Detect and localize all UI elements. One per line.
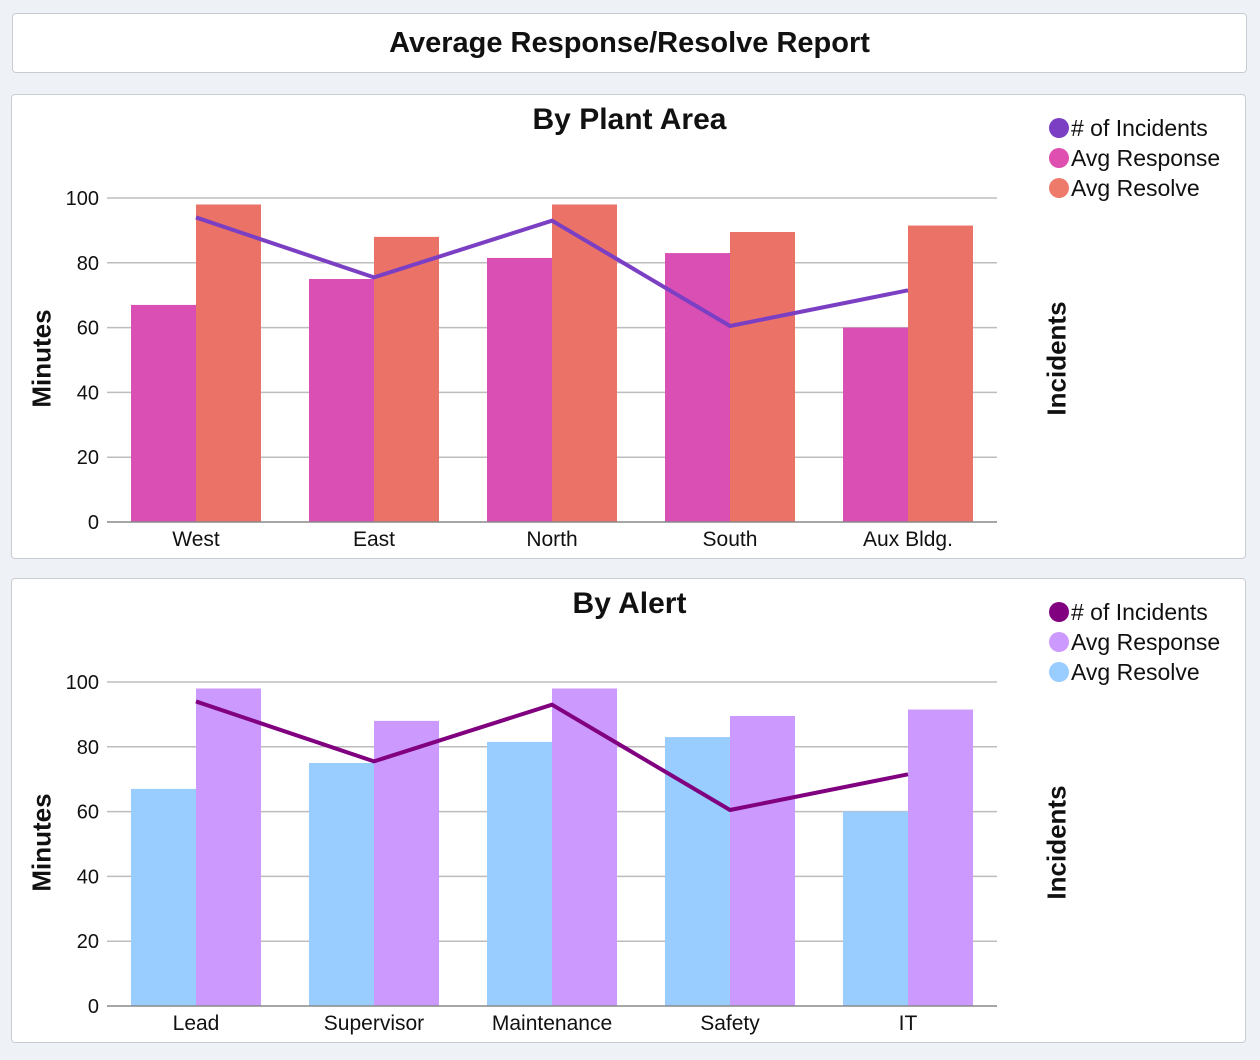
bar <box>665 737 730 1006</box>
bar <box>196 688 261 1006</box>
x-tick-label: South <box>703 528 758 551</box>
x-tick-label: Maintenance <box>492 1012 612 1035</box>
bar <box>131 304 196 522</box>
y-tick-label: 20 <box>77 931 99 953</box>
legend-swatch <box>1049 118 1069 138</box>
y-tick-label: 80 <box>77 737 99 759</box>
legend-swatch <box>1049 178 1069 198</box>
bar <box>908 225 973 523</box>
legend-swatch <box>1049 662 1069 682</box>
bar <box>374 236 439 522</box>
chart-title: By Plant Area <box>532 103 727 136</box>
bar <box>665 253 730 522</box>
legend-label: # of Incidents <box>1071 598 1208 625</box>
bar <box>552 688 617 1006</box>
legend-item[interactable]: # of Incidents <box>1049 113 1220 143</box>
legend-label: Avg Response <box>1071 628 1221 655</box>
legend-item[interactable]: Avg Resolve <box>1049 173 1220 203</box>
bar <box>196 204 261 522</box>
x-tick-label: West <box>172 528 220 551</box>
y-tick-label: 60 <box>77 318 99 340</box>
bar <box>374 720 439 1006</box>
legend: # of Incidents Avg Response Avg Resolve <box>1049 113 1220 203</box>
y-tick-label: 60 <box>77 802 99 824</box>
legend-label: Avg Response <box>1071 144 1221 171</box>
bar <box>131 788 196 1006</box>
bar <box>843 327 908 522</box>
x-tick-label: East <box>353 528 395 551</box>
chart-panel-alert: By Alert Minutes Incidents # of Incident… <box>11 578 1246 1043</box>
x-tick-label: IT <box>899 1012 918 1035</box>
y-tick-label: 40 <box>77 382 99 404</box>
legend: # of Incidents Avg Response Avg Resolve <box>1049 597 1220 687</box>
bar <box>908 709 973 1006</box>
y-tick-label: 40 <box>77 866 99 888</box>
y-tick-label: 100 <box>66 188 99 210</box>
y-tick-label: 100 <box>66 672 99 694</box>
y-tick-label: 20 <box>77 447 99 469</box>
bar <box>309 763 374 1006</box>
legend-item[interactable]: # of Incidents <box>1049 597 1220 627</box>
report-title-panel: Average Response/Resolve Report <box>12 13 1247 73</box>
chart-panel-plant-area: By Plant Area Minutes Incidents # of Inc… <box>11 94 1246 559</box>
legend-swatch <box>1049 148 1069 168</box>
x-tick-label: Lead <box>173 1012 220 1035</box>
bar <box>730 232 795 522</box>
plot-area: 0 20 40 60 80 100 Lead Supervisor Maintenance Saf… <box>66 672 997 1035</box>
legend-swatch <box>1049 602 1069 622</box>
bar <box>730 716 795 1006</box>
report-title: Average Response/Resolve Report <box>389 27 870 59</box>
y-tick-label: 0 <box>88 996 99 1018</box>
x-tick-label: North <box>526 528 577 551</box>
legend-swatch <box>1049 632 1069 652</box>
legend-label: # of Incidents <box>1071 114 1208 141</box>
bar <box>843 811 908 1006</box>
bar <box>552 204 617 522</box>
chart-title: By Alert <box>572 587 687 620</box>
bar <box>487 741 552 1006</box>
legend-label: Avg Resolve <box>1071 174 1200 201</box>
bar <box>309 279 374 522</box>
legend-label: Avg Resolve <box>1071 658 1200 685</box>
x-tick-label: Aux Bldg. <box>863 528 953 551</box>
y-tick-label: 0 <box>88 512 99 534</box>
x-tick-label: Safety <box>700 1012 760 1035</box>
legend-item[interactable]: Avg Resolve <box>1049 657 1220 687</box>
plot-area: 0 20 40 60 80 100 West East North South Aux Bldg. <box>66 188 997 551</box>
legend-item[interactable]: Avg Response <box>1049 143 1220 173</box>
legend-item[interactable]: Avg Response <box>1049 627 1220 657</box>
x-tick-label: Supervisor <box>324 1012 424 1035</box>
bar <box>487 257 552 522</box>
y-tick-label: 80 <box>77 253 99 275</box>
